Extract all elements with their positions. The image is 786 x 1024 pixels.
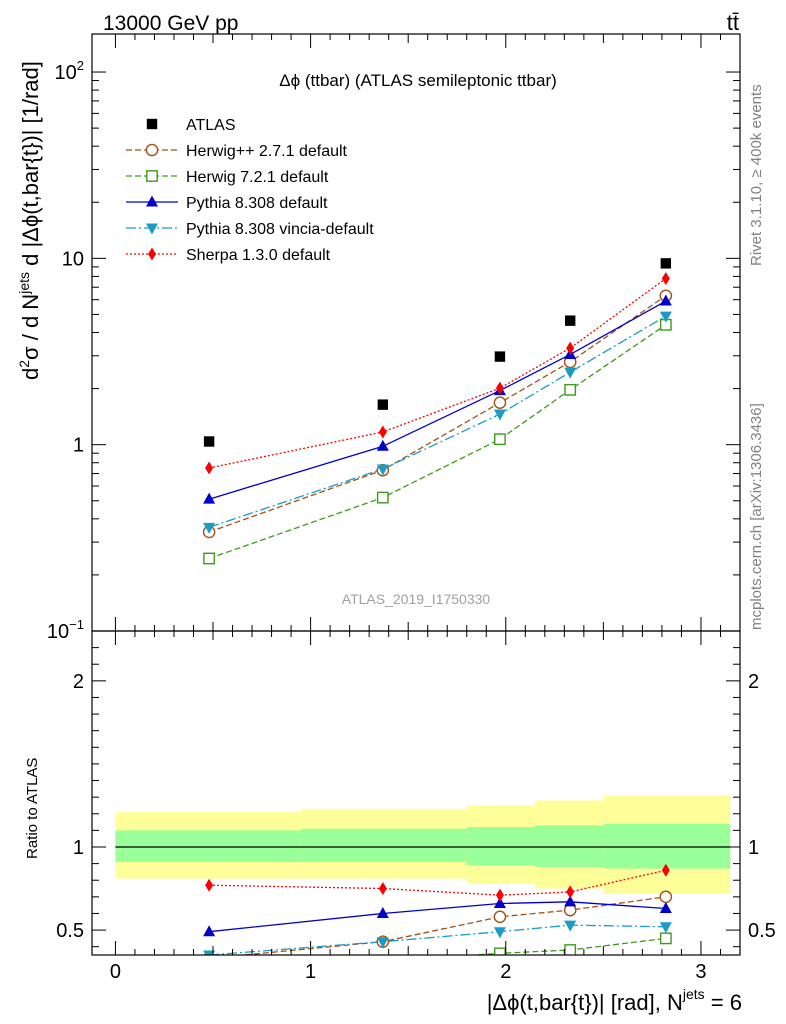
ratio-point-herwig7-1 — [204, 968, 214, 978]
point-herwig7-3 — [494, 433, 506, 446]
legend-marker-sherpa — [148, 247, 156, 261]
main-panel: Δϕ (ttbar) (ATLAS semileptonic ttbar) AT… — [47, 33, 741, 643]
ratio-y-tick-label-right: 1 — [748, 837, 759, 859]
ratio-point-sherpa-3 — [495, 888, 504, 902]
ratio-line-herwig7 — [466, 937, 666, 955]
series-line-herwig7 — [208, 324, 667, 560]
ratio-y-tick-label-left: 2 — [73, 671, 84, 693]
ratio-point-herwig7-5 — [659, 932, 672, 945]
point-vincia-1 — [203, 522, 216, 534]
point-sherpa-5 — [661, 271, 670, 285]
y-tick-label: 102 — [55, 58, 84, 84]
analysis-label: ATLAS_2019_I1750330 — [342, 591, 491, 607]
series-line-herwigpp — [208, 295, 667, 533]
ratio-band-inner-2 — [300, 828, 467, 862]
point-atlas-1 — [203, 436, 215, 447]
energy-label: 13000 GeV pp — [103, 12, 238, 35]
point-vincia-3 — [493, 409, 506, 421]
ratio-frame — [91, 630, 741, 956]
ratio-point-vincia-3 — [493, 927, 506, 939]
ratio-point-herwig7-2 — [378, 956, 388, 966]
ratio-y-axis-label: Ratio to ATLAS — [24, 758, 41, 859]
y-tick-label: 10 — [62, 248, 84, 270]
point-sherpa-3 — [495, 381, 504, 395]
ratio-y-tick-label-right: 2 — [748, 671, 759, 693]
x-tick-label: 0 — [110, 961, 121, 983]
ratio-point-vincia-1 — [203, 950, 216, 955]
point-sherpa-1 — [205, 461, 214, 475]
legend: ATLAS Herwig++ 2.7.1 default Herwig 7.2.1 … — [126, 117, 374, 264]
ratio-point-herwig7-4 — [564, 944, 577, 955]
ratio-point-sherpa-1 — [205, 878, 214, 892]
legend-label-herwig7: Herwig 7.2.1 default — [186, 169, 329, 186]
ratio-point-pythia-5 — [659, 901, 672, 913]
ratio-point-herwigpp-5 — [659, 890, 673, 904]
legend-label-sherpa: Sherpa 1.3.0 default — [186, 247, 331, 264]
legend-label-herwigpp: Herwig++ 2.7.1 default — [186, 143, 348, 160]
ratio-band-inner-5 — [603, 823, 731, 869]
point-herwig7-4 — [564, 383, 577, 396]
ratio-panel: 0.5 0.5 1 1 2 2 0 1 2 3 — [56, 630, 776, 983]
x-tick-label: 1 — [305, 961, 316, 983]
point-sherpa-4 — [566, 341, 575, 355]
legend-marker-atlas — [146, 118, 158, 130]
series-line-vincia — [208, 315, 667, 528]
rivet-label: Rivet 3.1.10, ≥ 400k events — [748, 84, 765, 266]
legend-label-vincia: Pythia 8.308 vincia-default — [186, 221, 374, 238]
point-vincia-2 — [376, 464, 389, 476]
point-herwig7-1 — [203, 552, 216, 565]
y-tick-label: 1 — [73, 435, 84, 457]
ratio-point-pythia-3 — [493, 896, 506, 908]
ratio-band-inner-1 — [115, 830, 301, 862]
point-atlas-4 — [564, 315, 576, 326]
ratio-y-tick-label-left: 0.5 — [56, 920, 84, 942]
point-pythia-2 — [376, 439, 389, 451]
point-sherpa-2 — [378, 425, 387, 439]
ratio-point-vincia-5 — [659, 922, 672, 934]
point-pythia-1 — [203, 492, 216, 504]
ratio-point-pythia-4 — [564, 895, 577, 907]
legend-marker-pythia — [146, 195, 158, 207]
x-axis-label: |Δϕ(t,bar{t})| [rad], Njets = 6 — [487, 986, 742, 1015]
ratio-point-sherpa-5 — [661, 863, 670, 877]
legend-marker-vincia — [146, 223, 158, 235]
plot-title: Δϕ (ttbar) (ATLAS semileptonic ttbar) — [279, 71, 557, 90]
point-herwigpp-3 — [493, 396, 507, 409]
ratio-point-pythia-1 — [203, 925, 216, 937]
legend-label-atlas: ATLAS — [186, 117, 236, 134]
x-tick-label: 2 — [500, 961, 511, 983]
ratio-band-inner-3 — [466, 827, 536, 866]
ratio-point-vincia-4 — [564, 920, 577, 932]
ratio-point-herwigpp-3 — [493, 910, 507, 924]
main-y-axis-label: d2σ / d Njets d |Δϕ(t,bar{t})| [1/rad] — [16, 61, 43, 380]
ratio-y-tick-label-left: 1 — [73, 837, 84, 859]
point-atlas-3 — [494, 351, 506, 362]
ratio-band-inner-4 — [535, 825, 604, 867]
point-vincia-5 — [659, 311, 672, 323]
ratio-line-herwigpp — [236, 896, 666, 955]
legend-label-pythia: Pythia 8.308 default — [186, 195, 328, 212]
legend-marker-herwig7 — [146, 170, 158, 182]
point-vincia-4 — [564, 367, 577, 379]
point-atlas-5 — [660, 258, 672, 269]
x-tick-label: 3 — [695, 961, 706, 983]
y-tick-label: 10−1 — [47, 617, 84, 643]
mcplots-label: mcplots.cern.ch [arXiv:1306.3436] — [748, 403, 765, 630]
legend-marker-herwigpp — [145, 143, 159, 157]
ratio-point-herwig7-3 — [494, 947, 506, 955]
ratio-point-sherpa-2 — [378, 882, 387, 896]
process-label: tt̄ — [727, 10, 739, 35]
point-pythia-5 — [659, 294, 672, 306]
ratio-y-tick-label-right: 0.5 — [748, 920, 776, 942]
point-atlas-2 — [377, 399, 389, 410]
ratio-point-pythia-2 — [376, 906, 389, 918]
ratio-point-vincia-2 — [376, 937, 389, 949]
ratio-point-sherpa-4 — [566, 885, 575, 899]
point-herwig7-2 — [376, 491, 389, 504]
series-line-pythia — [208, 300, 667, 500]
series-line-sherpa — [208, 277, 667, 469]
